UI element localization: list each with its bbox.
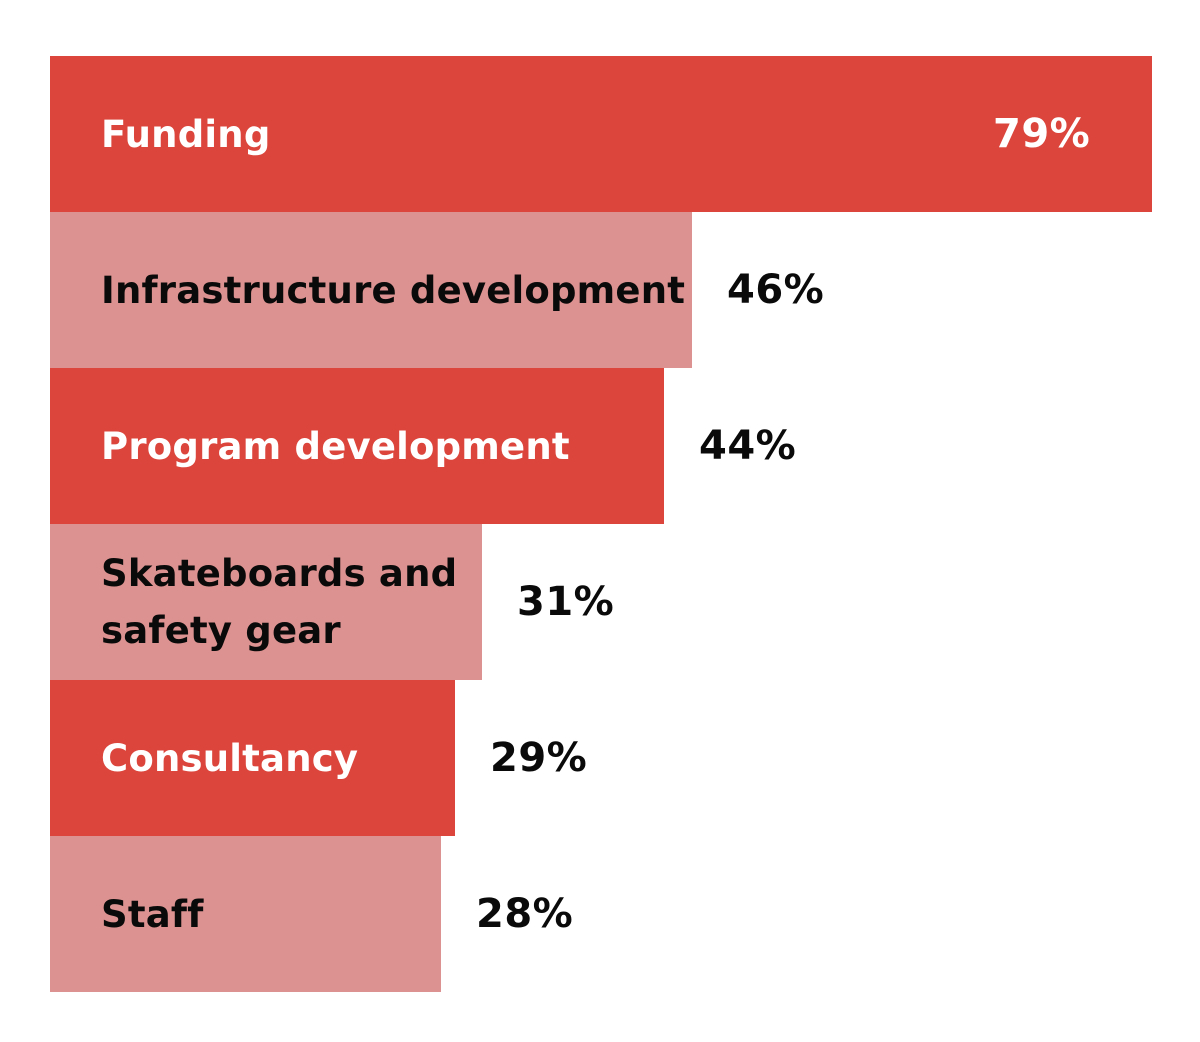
value-label: 29% bbox=[490, 735, 588, 781]
category-label: Consultancy bbox=[101, 736, 359, 780]
category-label: Staff bbox=[101, 892, 204, 936]
value-label: 79% bbox=[993, 111, 1091, 157]
bar-5 bbox=[50, 836, 441, 992]
bar-2 bbox=[50, 368, 664, 524]
bar-3 bbox=[50, 524, 482, 680]
value-label: 28% bbox=[476, 891, 574, 937]
value-label: 46% bbox=[727, 267, 825, 313]
category-label: Funding bbox=[101, 112, 271, 156]
value-label: 44% bbox=[699, 423, 797, 469]
bar-4 bbox=[50, 680, 455, 836]
category-label: Skateboards and safety gear bbox=[101, 552, 458, 652]
category-label: Infrastructure development bbox=[101, 268, 686, 312]
category-label: Program development bbox=[101, 424, 570, 468]
bar-1 bbox=[50, 212, 692, 368]
bar-0 bbox=[50, 56, 1152, 212]
value-label: 31% bbox=[517, 579, 615, 625]
